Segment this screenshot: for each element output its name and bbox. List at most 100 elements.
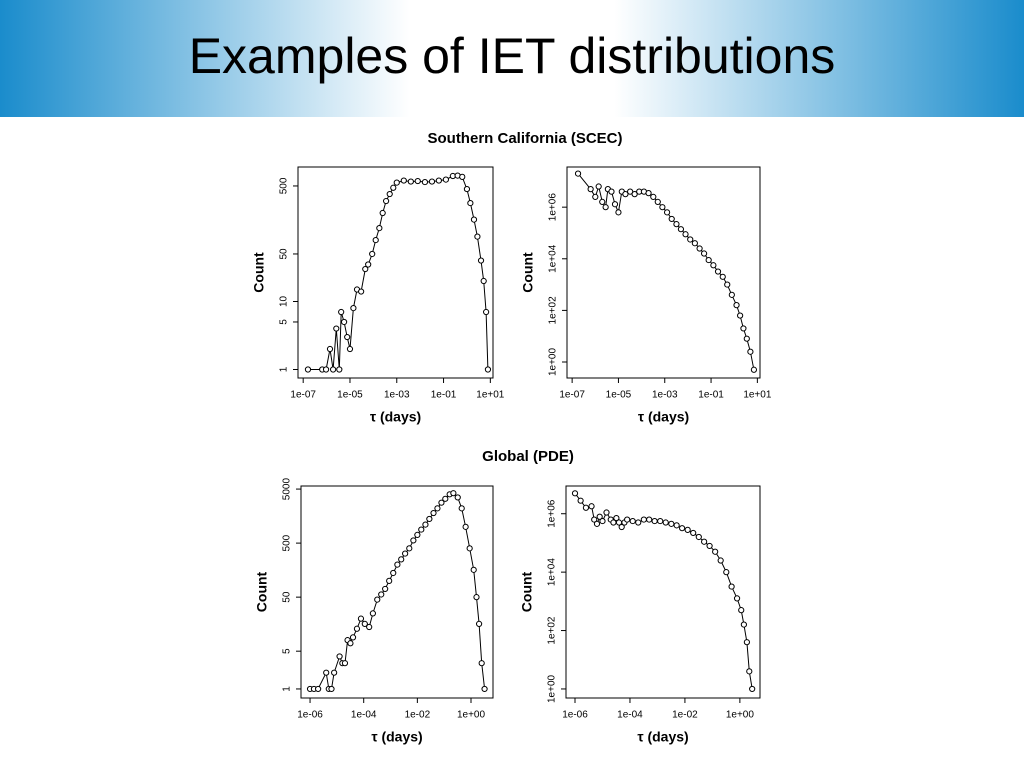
data-point <box>593 520 601 527</box>
data-point <box>438 499 445 506</box>
data-point <box>654 198 661 205</box>
data-point <box>700 250 708 257</box>
data-point <box>611 201 619 208</box>
x-tick-label: 1e-02 <box>672 710 698 721</box>
y-tick-label: 1 <box>279 366 290 372</box>
data-point <box>410 537 417 544</box>
data-point <box>599 198 606 205</box>
data-point <box>418 526 425 533</box>
y-tick-label: 50 <box>279 248 290 260</box>
data-point <box>574 170 582 177</box>
data-point <box>463 185 471 193</box>
data-point <box>428 178 436 185</box>
data-line <box>310 492 486 690</box>
data-point <box>595 183 602 190</box>
data-point <box>682 231 689 238</box>
data-point <box>386 190 393 198</box>
data-point <box>362 265 369 273</box>
data-point <box>723 569 730 576</box>
data-point <box>646 516 653 523</box>
data-point <box>602 204 609 211</box>
section-title: Southern California (SCEC) <box>427 130 622 147</box>
x-tick-label: 1e-02 <box>405 710 431 721</box>
data-point <box>376 225 383 232</box>
data-point <box>695 533 702 541</box>
data-point <box>338 308 345 316</box>
y-tick-label: 1e+06 <box>547 499 558 528</box>
y-axis-label: Count <box>251 252 267 293</box>
data-point <box>466 545 473 552</box>
data-point <box>743 335 750 342</box>
data-point <box>691 240 698 247</box>
data-point <box>379 209 386 217</box>
data-point <box>673 221 680 228</box>
x-tick-label: 1e-06 <box>562 710 588 721</box>
data-point <box>406 545 413 552</box>
data-point <box>603 509 610 516</box>
plot-box <box>565 485 761 699</box>
y-tick-label: 1e+04 <box>548 244 559 273</box>
x-tick-label: 1e-01 <box>698 390 724 401</box>
data-point <box>629 517 636 525</box>
y-axis-label: Count <box>520 252 536 293</box>
data-point <box>421 178 429 186</box>
data-point <box>322 366 330 373</box>
x-tick-label: 1e-03 <box>652 390 678 401</box>
data-point <box>347 640 354 647</box>
x-tick-label: 1e+00 <box>457 710 486 721</box>
data-point <box>596 513 603 520</box>
data-point <box>480 277 487 285</box>
x-axis-label: τ (days) <box>371 729 422 745</box>
data-point <box>588 503 595 510</box>
y-tick-label: 1e+02 <box>548 296 559 325</box>
data-point <box>365 261 372 268</box>
x-tick-label: 1e-05 <box>606 390 632 401</box>
x-axis-label: τ (days) <box>370 409 421 425</box>
data-point <box>331 669 338 676</box>
data-point <box>336 653 343 660</box>
data-point <box>592 193 599 200</box>
plot-box <box>300 485 494 699</box>
y-tick-label: 1e+00 <box>548 348 559 377</box>
data-point <box>740 621 747 628</box>
x-tick-label: 1e-04 <box>617 710 643 721</box>
data-point <box>390 569 397 577</box>
data-point <box>400 177 407 184</box>
data-point <box>624 516 631 523</box>
data-point <box>668 215 675 223</box>
slide-title: Examples of IET distributions <box>189 28 836 84</box>
data-point <box>382 197 390 205</box>
data-point <box>430 509 437 517</box>
data-point <box>724 281 731 288</box>
data-point <box>657 517 664 525</box>
data-point <box>357 615 365 622</box>
data-point <box>353 625 361 632</box>
data-point <box>651 517 658 525</box>
data-point <box>454 494 461 501</box>
data-point <box>483 308 490 316</box>
data-point <box>701 538 708 545</box>
data-point <box>386 577 393 584</box>
data-point <box>450 490 457 497</box>
plot-box <box>566 166 761 379</box>
data-point <box>608 188 615 195</box>
data-point <box>733 595 741 602</box>
data-point <box>328 685 335 693</box>
data-point <box>349 634 357 641</box>
data-point <box>635 519 642 526</box>
data-point <box>728 291 735 298</box>
y-tick-label: 50 <box>282 591 293 603</box>
data-point <box>591 516 598 523</box>
data-point <box>475 620 483 627</box>
data-point <box>650 193 657 200</box>
data-point <box>477 257 485 264</box>
data-point <box>414 531 421 538</box>
plot-box <box>297 166 494 379</box>
data-point <box>350 304 357 312</box>
data-point <box>442 495 449 502</box>
section-title: Global (PDE) <box>482 448 574 465</box>
data-point <box>467 199 474 207</box>
x-tick-label: 1e+01 <box>743 390 772 401</box>
